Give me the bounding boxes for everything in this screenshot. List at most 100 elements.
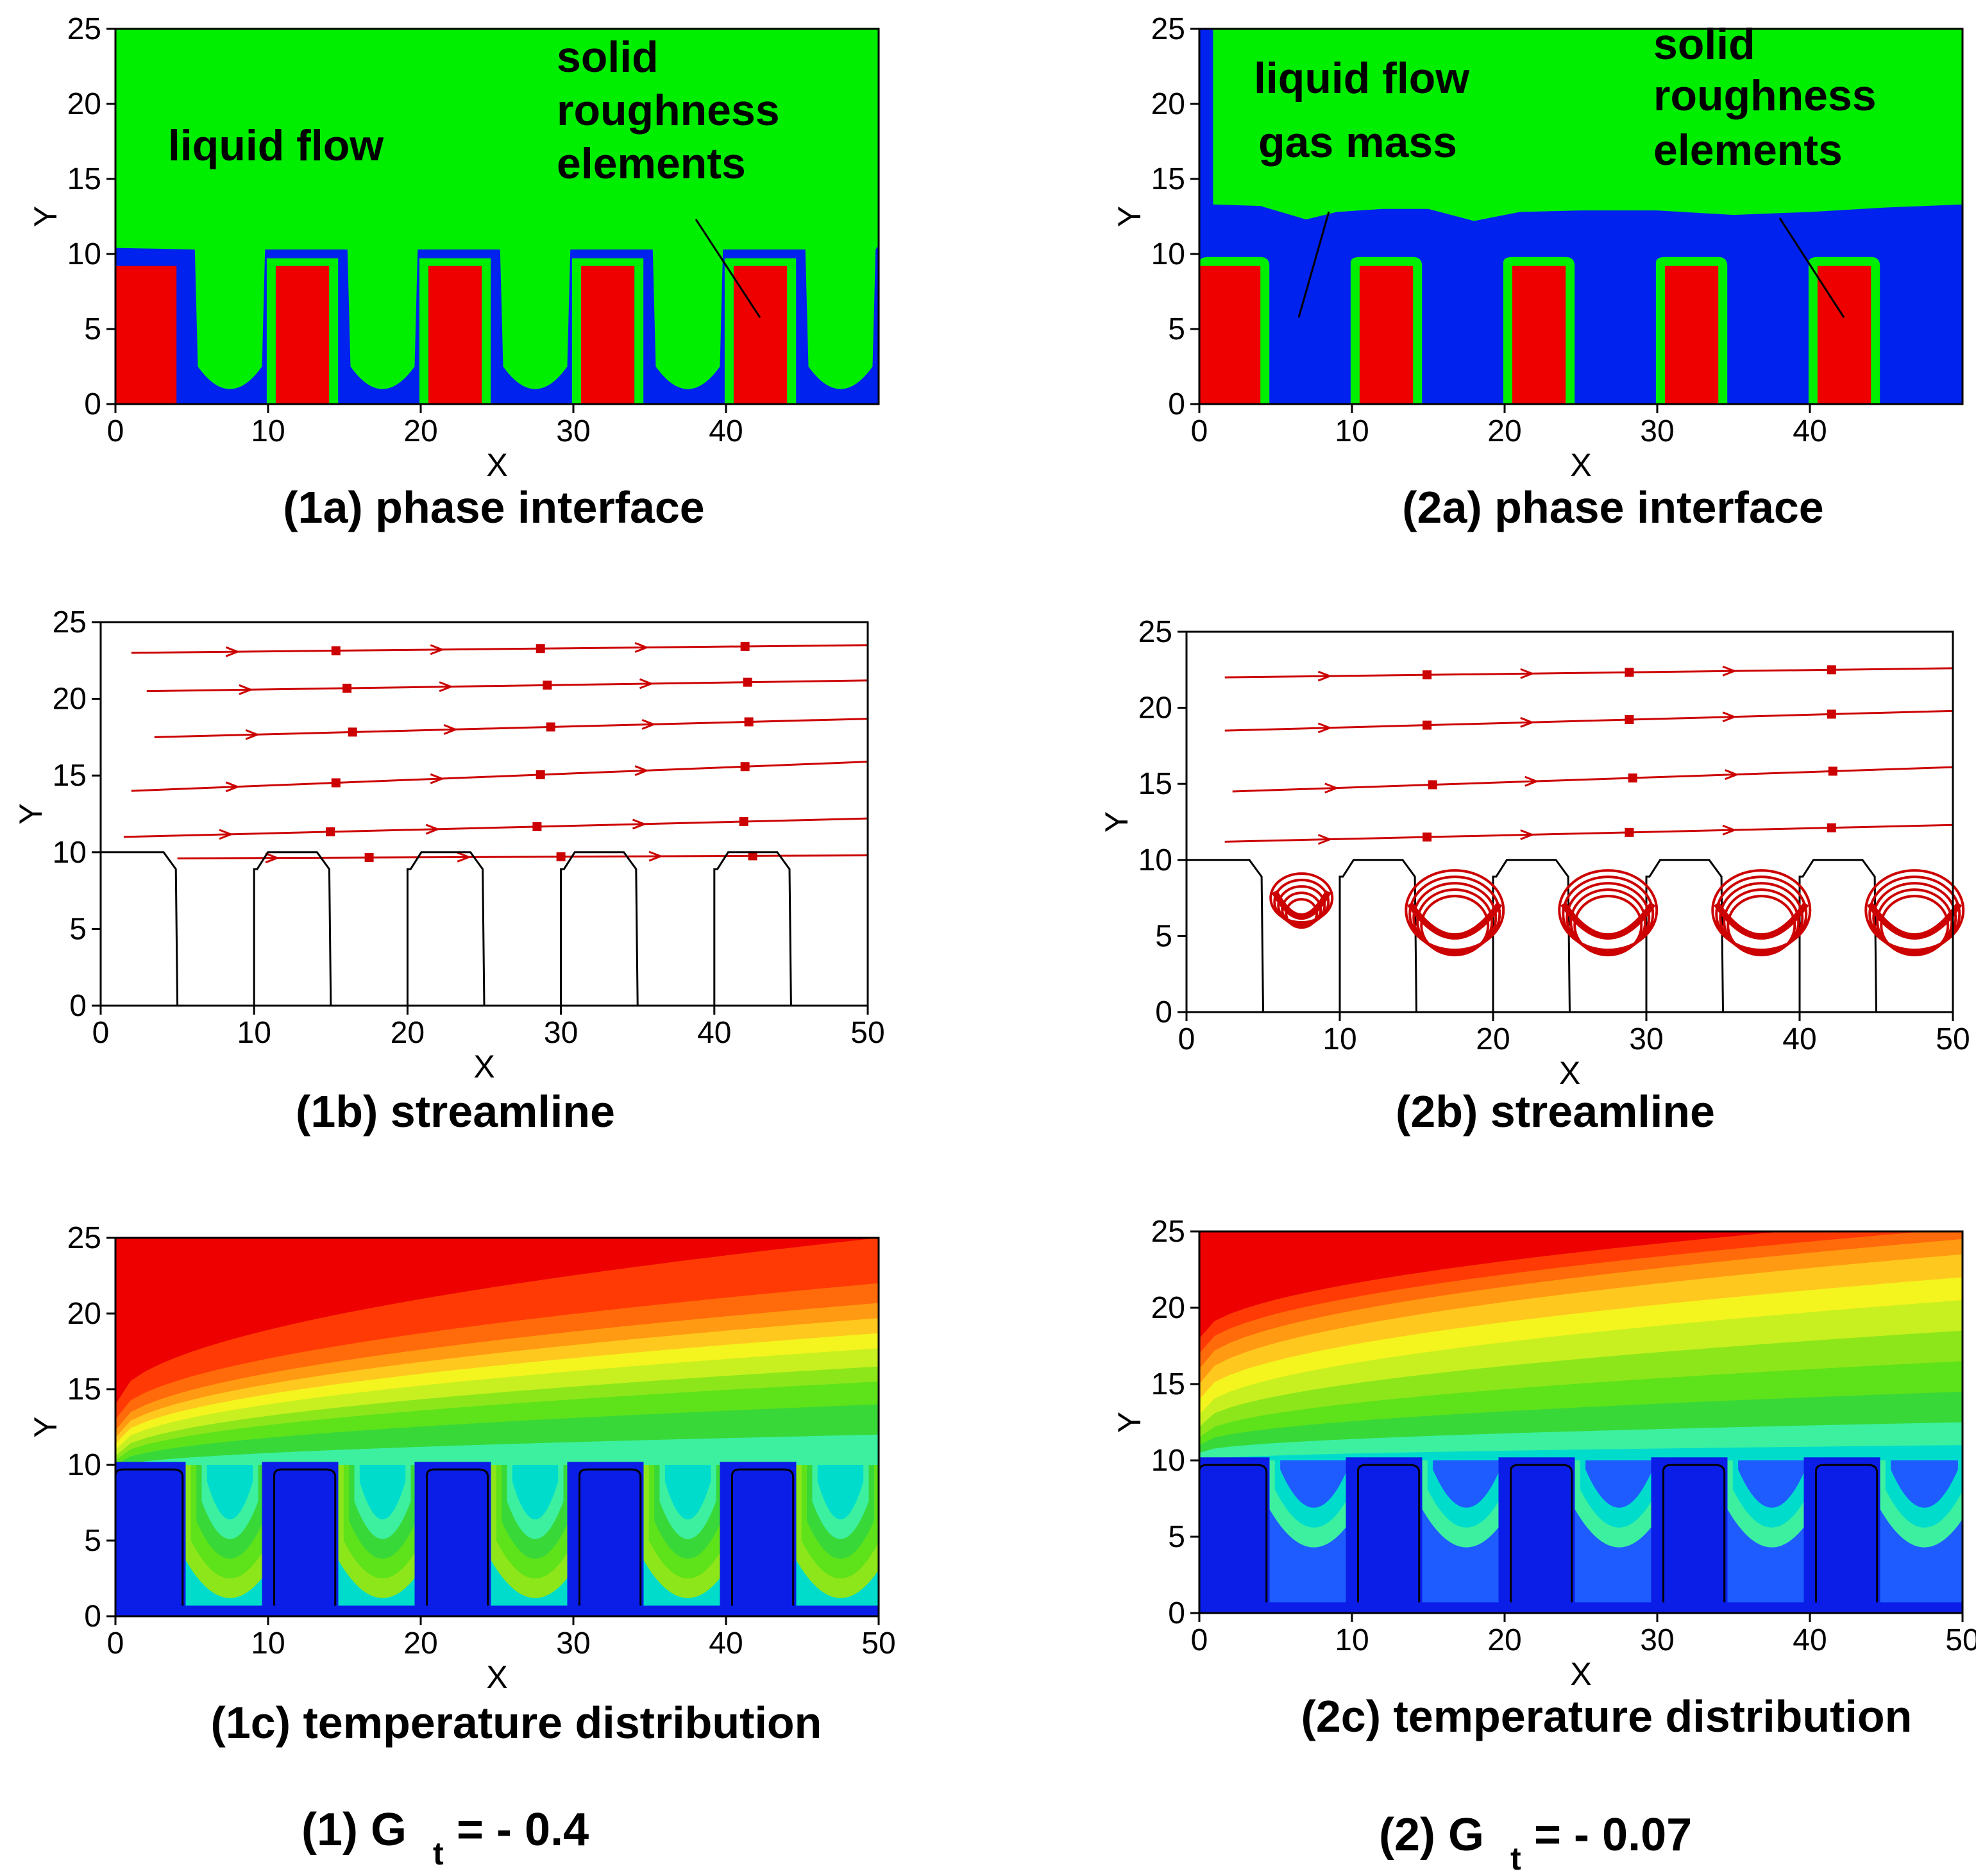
y-tick-label: 0 [69,989,87,1023]
solid-roughness-block [115,266,177,404]
caption-2c: (2c) temperature distribution [1301,1691,1913,1741]
y-tick-label: 10 [1151,237,1185,271]
elements-label: elements [557,139,746,188]
streamline-arrow [1317,722,1333,734]
liquid-cavity [207,246,255,377]
y-tick-label: 15 [1138,767,1172,801]
x-tick-label: 30 [1640,1623,1674,1657]
solid-roughness-block [1359,266,1414,404]
streamline [131,761,868,792]
gas-pointer-line [1297,211,1330,318]
y-tick-label: 25 [1151,1215,1185,1249]
solid-label-2a: solid [1653,20,1755,69]
roughness-label: roughness [557,86,780,135]
y-axis-label: Y [28,1416,63,1437]
plot-frame [114,28,880,405]
solid-pointer-line-2a [1778,217,1845,318]
liquid-flow-label: liquid flow [168,121,384,170]
vortex-streamline [1867,902,1963,940]
x-tick-label: 30 [1640,414,1674,448]
streamline-arrow [425,824,441,835]
y-tick-label: 5 [84,1524,101,1558]
liquid-film [724,266,734,404]
liquid-film [482,266,491,404]
streamline-arrow [430,644,445,655]
streamline [177,854,868,859]
liquid-film [571,266,581,404]
liquid-film [266,258,339,266]
x-tick-label: 10 [1335,414,1369,448]
y-tick-label: 20 [1138,691,1172,725]
streamline-marker [536,770,545,779]
y-tick-label: 5 [69,912,87,946]
solid-block-outline [426,1468,489,1616]
y-tick-label: 10 [1151,1444,1185,1478]
solid-block-outline [273,1468,337,1616]
streamline-arrow [1520,668,1535,679]
solid-pointer-line [695,219,761,318]
streamline-marker [740,762,750,772]
x-tick-label: 20 [391,1016,425,1050]
axes-1c: 0 10 20 30 40 50 0 5 10 15 20 25 X Y [28,1221,896,1695]
x-tick-label: 40 [697,1016,731,1050]
y-tick-label: 0 [84,387,101,421]
streamline-arrow [225,646,241,657]
column-value-right: = - 0.07 [1534,1809,1692,1861]
streamline-marker [546,722,555,732]
y-tick-label: 20 [53,682,87,716]
y-axis-label: Y [1111,206,1147,227]
streamline-plot-1b [101,641,869,1006]
cavity-temperature-band [1585,1460,1653,1508]
bottom-cold-strip [115,1605,879,1616]
cavity-temperature-band [1433,1460,1500,1508]
x-tick-label: 50 [861,1627,895,1661]
y-tick-label: 0 [1168,1596,1185,1630]
streamline-arrow [1324,782,1339,794]
y-tick-label: 10 [1138,843,1172,877]
y-axis-label: Y [1099,811,1135,832]
streamline-marker [331,778,341,788]
phase-interface-plot-1a [115,29,879,404]
x-axis-label: X [1570,447,1591,483]
streamline-plot-2b [1186,665,1965,1013]
y-tick-label: 20 [67,87,101,121]
streamline-marker [556,852,566,861]
streamline [1224,824,1954,843]
y-tick-label: 25 [53,605,87,639]
solid-roughness-block [1199,266,1261,404]
x-axis-label: X [486,1659,507,1695]
streamline-marker [543,680,552,690]
elements-label-2a: elements [1653,126,1843,174]
streamline-marker [348,727,357,737]
panel-1b: 0 10 20 30 40 50 0 5 10 15 20 25 X Y (1b) streamline [13,605,885,1137]
streamline-arrow [265,852,280,864]
streamline-marker [1827,665,1836,675]
streamline-marker [1827,823,1836,832]
y-tick-label: 15 [67,1373,101,1407]
solid-roughness-block [733,266,788,404]
liquid-film [634,266,644,404]
plot-frame [99,621,869,1007]
axes-1b: 0 10 20 30 40 50 0 5 10 15 20 25 X Y [13,605,885,1085]
streamline-marker [1828,766,1837,776]
streamline [154,718,868,738]
streamline-arrow [219,829,234,840]
vortex-streamline [1271,890,1331,920]
y-tick-label: 10 [53,836,87,870]
streamline [123,817,868,838]
vortex-streamline [1727,895,1796,957]
y-tick-label: 5 [1155,919,1172,953]
y-tick-label: 15 [67,162,101,196]
x-tick-label: 30 [1629,1022,1663,1056]
streamline-arrow [225,781,241,793]
streamline-arrow [639,678,654,689]
cavity-temperature-band [359,1465,406,1519]
liquid-film [266,266,276,404]
vortex-streamline [1880,895,1950,957]
column-subscript-right: t [1510,1841,1521,1876]
streamline-arrow [430,773,445,784]
streamline-marker [740,641,750,651]
y-tick-label: 25 [1151,12,1185,46]
